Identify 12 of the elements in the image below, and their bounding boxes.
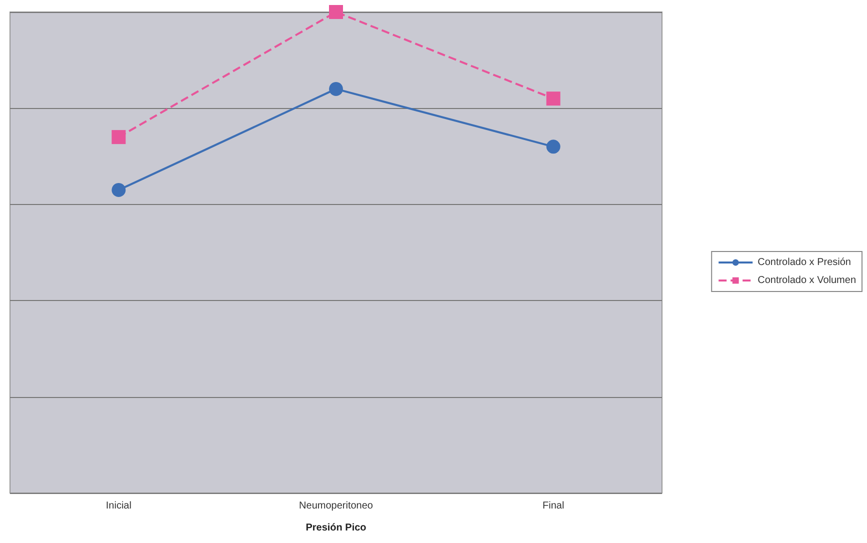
point xyxy=(112,130,126,144)
x-tick-label: Inicial xyxy=(106,500,132,512)
legend-label: Controlado x Volumen xyxy=(758,275,856,286)
x-tick-label: Final xyxy=(542,500,564,512)
x-tick-label: Neumoperitoneo xyxy=(299,500,374,512)
point xyxy=(546,140,560,154)
legend-label: Controlado x Presión xyxy=(758,257,851,268)
point xyxy=(329,82,343,96)
point xyxy=(329,5,343,19)
point xyxy=(546,92,560,106)
point xyxy=(112,182,126,197)
x-axis-title: Presión Pico xyxy=(306,522,366,534)
